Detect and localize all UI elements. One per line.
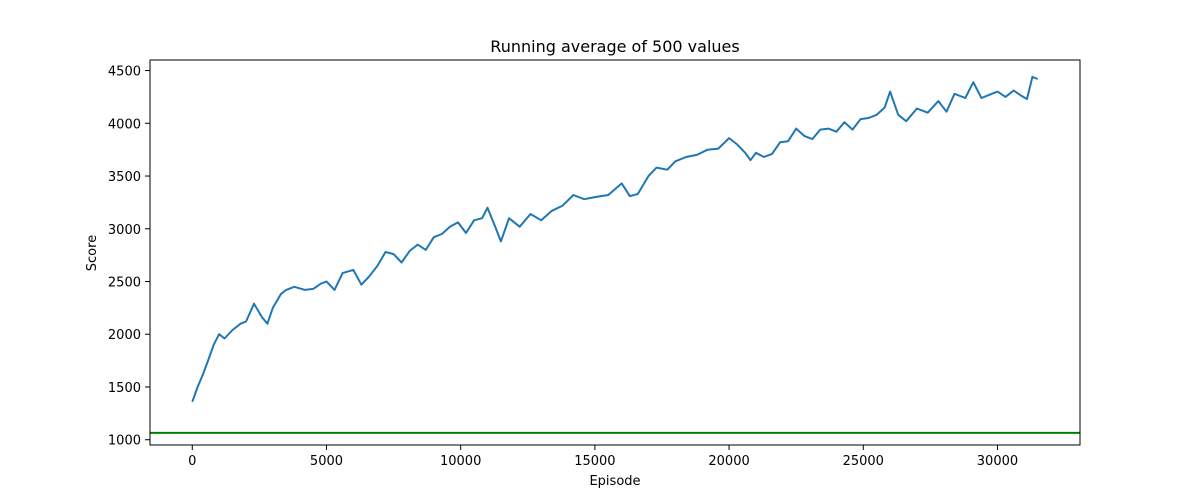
series-line-0: [191, 75, 1039, 403]
x-tick-label: 10000: [440, 454, 481, 469]
plot-area: [150, 75, 1080, 434]
y-tick-label: 3500: [108, 170, 141, 185]
y-tick-label: 2000: [108, 328, 141, 343]
x-tick-label: 0: [188, 454, 196, 469]
y-tick-label: 1500: [108, 381, 141, 396]
axes-frame: [149, 59, 1081, 446]
y-tick-label: 3000: [108, 223, 141, 238]
x-axis-label: Episode: [589, 474, 640, 489]
x-tick-label: 5000: [310, 454, 343, 469]
x-tick-label: 25000: [843, 454, 884, 469]
y-tick-label: 1000: [108, 434, 141, 449]
y-tick-label: 2500: [108, 276, 141, 291]
y-tick-label: 4500: [108, 65, 141, 80]
chart-title: Running average of 500 values: [490, 37, 739, 56]
axes: 0 5000 10000 15000 20000 25000 30000 1000 1500 20…: [108, 59, 1081, 469]
x-tick-label: 15000: [574, 454, 615, 469]
x-tick-label: 30000: [977, 454, 1018, 469]
y-axis-label: Score: [85, 235, 100, 271]
y-tick-label: 4000: [108, 117, 141, 132]
x-tick-label: 20000: [708, 454, 749, 469]
